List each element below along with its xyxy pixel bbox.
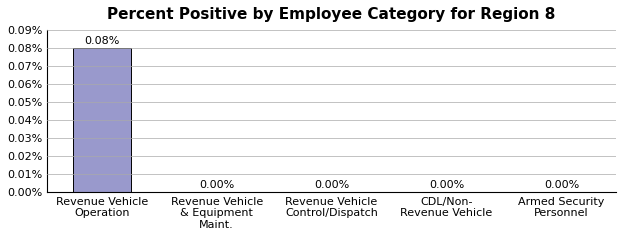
Text: 0.00%: 0.00% (314, 180, 350, 190)
Text: 0.08%: 0.08% (84, 36, 120, 46)
Bar (73, 48, 130, 192)
Text: 0.00%: 0.00% (199, 180, 234, 190)
Text: 0.00%: 0.00% (544, 180, 579, 190)
Title: Percent Positive by Employee Category for Region 8: Percent Positive by Employee Category fo… (107, 7, 556, 22)
Text: 0.00%: 0.00% (429, 180, 464, 190)
